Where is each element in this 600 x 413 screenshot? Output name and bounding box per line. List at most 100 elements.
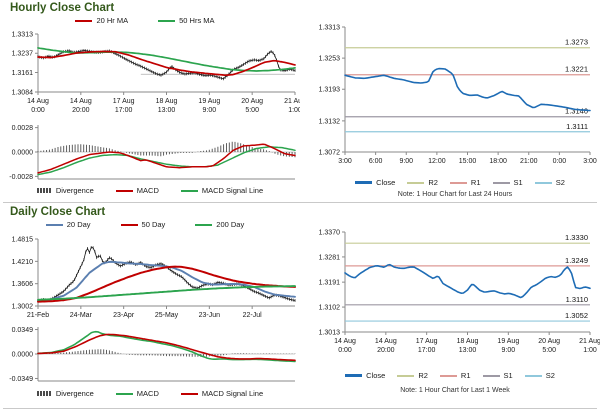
legend-label: S1 [513,178,523,187]
x-tick-label: 9:00 [502,347,516,354]
legend-label: MACD [136,389,159,398]
legend-label: Close [366,371,386,380]
legend-label: MACD [136,186,159,195]
legend-label: MACD Signal Line [201,389,264,398]
line-swatch-icon [120,223,138,226]
x-tick-label: 19 Aug [198,98,220,105]
ma200-series [37,285,296,301]
hourly-price-legend: 20 Hr MA 50 Hrs MA [0,16,290,25]
x-tick-label: 13:00 [158,107,176,114]
legend-item-close: Close [355,178,395,187]
pivot-label-r1: 1.3221 [565,65,588,74]
pivot-label-r1: 1.3249 [565,256,588,265]
section-divider [3,202,597,203]
x-tick-label: 9:00 [399,158,413,165]
legend-item-divergence: Divergence [36,186,94,195]
pivot-label-s2: 1.3052 [565,311,588,320]
legend-label: S2 [545,371,555,380]
line-swatch-icon [492,181,510,184]
x-tick-label: 17 Aug [113,98,135,105]
x-tick-label: 17:00 [418,347,436,354]
x-tick-label: 1:00 [583,347,597,354]
x-tick-label: 25-May [155,312,179,319]
legend-item-macd: MACD [115,186,159,195]
legend-label: 200 Day [216,220,245,229]
line-swatch-icon [345,374,363,377]
legend-item-s1: S1 [482,371,513,380]
x-tick-label: 0:00 [553,158,567,165]
x-tick-label: 12:00 [428,158,446,165]
line-swatch-icon [180,392,198,395]
line-swatch-icon [407,181,425,184]
macd-signal-series [37,333,296,362]
x-tick-label: 18:00 [489,158,507,165]
legend-label: R1 [460,371,471,380]
x-tick-label: 17 Aug [416,338,438,345]
y-tick-label: 1.3132 [319,118,341,125]
x-tick-label: 20:00 [72,107,90,114]
daily-macd-legend: Divergence MACD MACD Signal Line [0,389,300,398]
line-swatch-icon [482,374,500,377]
close-series-ticks [37,246,296,303]
legend-label: R2 [428,178,438,187]
x-tick-label: 24-Mar [70,312,93,319]
legend-item-macd-signal-line: MACD Signal Line [180,186,263,195]
legend-label: R2 [418,371,428,380]
x-tick-label: 21:00 [520,158,538,165]
legend-item-20-hr-ma: 20 Hr MA [75,16,128,25]
pivot-week-legend: Close R2 R1 S1 S2 [310,371,590,380]
y-tick-label: 1.3084 [12,90,34,97]
line-swatch-icon [75,19,93,22]
x-tick-label: 17:00 [115,107,133,114]
pivot-week-panel: 1.3370 1.3281 1.3191 1.3102 1.3013 14 Aug 0:00… [300,204,600,413]
legend-label: Close [376,178,396,187]
macd-series [37,143,296,174]
x-tick-label: 14 Aug [375,338,397,345]
ma50-series [37,265,296,303]
legend-item-50-day: 50 Day [120,220,165,229]
bar-swatch-icon [36,391,52,396]
pivot-24h-note: Note: 1 Hour Chart for Last 24 Hours [397,191,513,198]
x-tick-label: 13:00 [459,347,477,354]
legend-item-s1: S1 [492,178,523,187]
y-tick-label: 1.3281 [319,254,341,261]
x-tick-label: 23-Jun [199,312,221,319]
y-tick-label: 0.0000 [12,150,34,157]
x-tick-label: 20:00 [377,347,395,354]
legend-label: Divergence [55,186,94,195]
line-swatch-icon [449,181,467,184]
legend-item-200-day: 200 Day [195,220,244,229]
legend-item-r1: R1 [439,371,471,380]
x-tick-label: 9:00 [203,107,217,114]
ma20-series [37,50,296,77]
section-divider [3,408,597,409]
x-tick-label: 5:00 [542,347,556,354]
legend-label: S1 [503,371,513,380]
x-tick-label: 14 Aug [70,98,92,105]
line-swatch-icon [355,181,373,184]
legend-item-s2: S2 [524,371,555,380]
legend-label: 20 Day [66,220,91,229]
close-series [344,67,591,112]
y-tick-label: 1.3161 [12,70,34,77]
x-tick-label: 1:00 [288,107,300,114]
daily-chart-title: Daily Close Chart [10,206,106,218]
x-tick-label: 3:00 [583,158,597,165]
y-tick-label: 1.4210 [12,259,34,266]
x-tick-label: 0:00 [338,347,352,354]
x-tick-label: 0:00 [31,107,45,114]
y-tick-label: 0.0028 [12,125,34,132]
macd-signal-series [37,146,296,176]
legend-item-r2: R2 [397,371,428,380]
line-swatch-icon [195,223,213,226]
y-tick-label: 1.3370 [319,230,341,237]
legend-label: R1 [470,178,481,187]
line-swatch-icon [180,189,198,192]
legend-item-s2: S2 [534,178,565,187]
y-tick-label: 1.3072 [319,150,341,157]
legend-label: 50 Hrs MA [179,16,215,25]
pivot-24h-panel: 1.3313 1.3253 1.3193 1.3132 1.3072 3:00 6:00 9:… [300,0,600,203]
x-tick-label: 23-Apr [113,312,135,319]
